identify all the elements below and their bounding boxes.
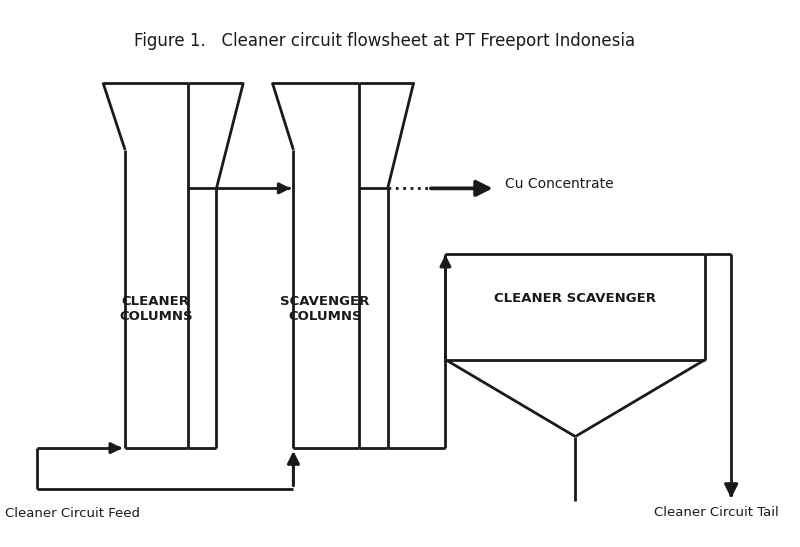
Text: CLEANER SCAVENGER: CLEANER SCAVENGER bbox=[494, 293, 656, 305]
Text: Cleaner Circuit Feed: Cleaner Circuit Feed bbox=[5, 507, 140, 520]
Text: Cleaner Circuit Tail: Cleaner Circuit Tail bbox=[654, 506, 779, 519]
Text: SCAVENGER
COLUMNS: SCAVENGER COLUMNS bbox=[281, 295, 370, 323]
Text: Figure 1.   Cleaner circuit flowsheet at PT Freeport Indonesia: Figure 1. Cleaner circuit flowsheet at P… bbox=[134, 32, 635, 50]
Text: Cu Concentrate: Cu Concentrate bbox=[505, 177, 614, 190]
Text: CLEANER
COLUMNS: CLEANER COLUMNS bbox=[119, 295, 193, 323]
